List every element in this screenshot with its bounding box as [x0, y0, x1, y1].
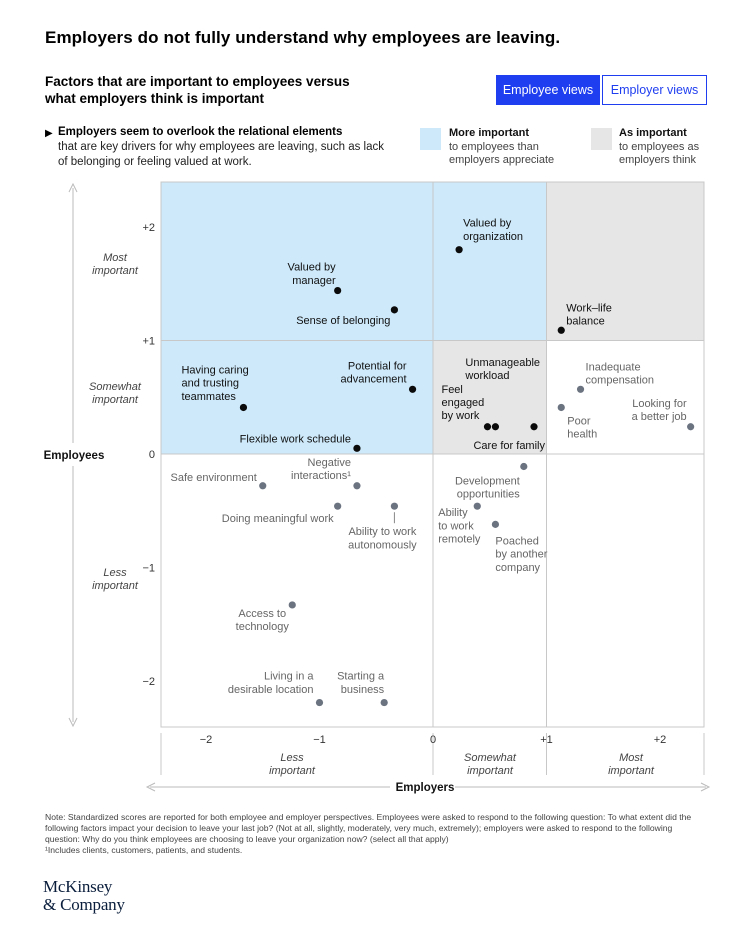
x-axis-arrow-right — [700, 782, 711, 792]
point-access-to-technology — [288, 601, 296, 609]
point-looking-for-a-better-job-label: Looking for a better job — [632, 398, 687, 423]
point-flexible-work-schedule-label: Flexible work schedule — [240, 433, 351, 445]
callout-text: that are key drivers for why employees a… — [58, 141, 384, 168]
chart-subtitle: Factors that are important to employees … — [45, 74, 350, 106]
y-category-label: Less important — [92, 567, 139, 592]
legend-more-important: More important to employees than employe… — [449, 127, 574, 168]
x-tick-label: +1 — [540, 734, 553, 746]
x-tick-label: −1 — [313, 734, 326, 746]
point-looking-for-a-better-job — [687, 423, 695, 431]
point-valued-by-manager-label: Valued by manager — [288, 262, 337, 287]
point-unmanageable-workload — [491, 423, 500, 431]
note-text: Note: Standardized scores are reported f… — [45, 812, 692, 844]
legend-as-important-title: As important — [619, 127, 687, 139]
point-flexible-work-schedule — [353, 444, 361, 452]
point-unmanageable-workload-label: Unmanageable workload — [464, 357, 540, 382]
point-development-opportunities-label: Development opportunities — [455, 475, 520, 500]
point-negative-interactions-label: Negative interactions¹ — [291, 457, 351, 482]
y-tick-label: −2 — [142, 676, 155, 688]
tab-employee-views[interactable]: Employee views — [496, 75, 600, 105]
y-tick-label: 0 — [149, 449, 155, 461]
legend-as-important: As important to employees as employers t… — [619, 127, 714, 168]
footnote-text: ¹Includes clients, customers, patients, … — [45, 845, 243, 855]
y-axis-arrow-up — [68, 182, 78, 193]
data-points — [239, 246, 695, 707]
point-feel-engaged-by-work — [483, 423, 492, 431]
point-safe-environment-label: Safe environment — [171, 472, 257, 484]
x-category-label: Less important — [269, 752, 316, 777]
x-tick-label: 0 — [430, 734, 436, 746]
y-tick-label: +2 — [142, 222, 155, 234]
mckinsey-logo: McKinsey & Company — [43, 878, 125, 914]
point-sense-of-belonging-label: Sense of belonging — [296, 315, 390, 327]
callout-lead: Employers seem to overlook the relationa… — [58, 126, 343, 138]
point-poor-health-label: Poor health — [567, 415, 597, 440]
y-axis-arrow-down — [68, 717, 78, 728]
point-starting-a-business — [380, 698, 388, 707]
logo-line-2: & Company — [43, 895, 125, 914]
point-valued-by-manager — [334, 286, 342, 295]
point-valued-by-organization — [455, 246, 463, 254]
y-tick-label: −1 — [142, 563, 155, 575]
point-doing-meaningful-work — [334, 502, 342, 510]
point-potential-for-advancement-label: Potential for advancement — [341, 360, 407, 385]
point-poached-by-another-company — [491, 520, 500, 528]
chart-note: Note: Standardized scores are reported f… — [45, 812, 705, 856]
point-access-to-technology-label: Access to technology — [236, 608, 290, 633]
point-ability-to-work-remotely-label: Ability to work remotely — [438, 507, 481, 545]
x-category-label: Somewhat important — [464, 752, 517, 777]
x-tick-label: −2 — [200, 734, 213, 746]
region-more-important-upper — [433, 182, 547, 341]
point-having-caring-and-trusting-teammates — [239, 403, 248, 412]
point-development-opportunities — [520, 462, 528, 471]
point-inadequate-compensation-label: Inadequate compensation — [586, 361, 655, 386]
y-category-label: Somewhat important — [89, 381, 142, 406]
y-category-label: Most important — [92, 252, 139, 277]
point-ability-to-work-autonomously — [390, 502, 399, 510]
point-having-caring-and-trusting-teammates-label: Having caring and trusting teammates — [181, 364, 248, 402]
page-title: Employers do not fully understand why em… — [45, 28, 561, 47]
point-care-for-family — [530, 423, 538, 431]
region-as-important-top — [546, 182, 704, 341]
point-living-in-a-desirable-location — [315, 698, 324, 707]
y-tick-label: +1 — [142, 336, 155, 348]
legend-as-important-text: to employees as employers think — [619, 140, 700, 167]
x-axis-title: Employers — [396, 782, 455, 794]
point-ability-to-work-remotely — [473, 502, 481, 510]
point-inadequate-compensation — [576, 385, 585, 393]
tab-employer-views[interactable]: Employer views — [602, 75, 707, 105]
point-care-for-family-label: Care for family — [473, 440, 545, 452]
point-work-life-balance-label: Work–life balance — [566, 302, 612, 327]
triangle-right-icon: ▶ — [45, 128, 53, 139]
legend-swatch-as-important — [591, 128, 612, 150]
point-doing-meaningful-work-label: Doing meaningful work — [222, 513, 334, 525]
logo-line-1: McKinsey — [43, 877, 113, 896]
x-category-label: Most important — [608, 752, 655, 777]
point-starting-a-business-label: Starting a business — [337, 671, 385, 696]
point-poached-by-another-company-label: Poached by another company — [495, 535, 547, 573]
x-axis-arrow-left — [145, 782, 156, 792]
point-sense-of-belonging — [390, 306, 399, 314]
point-negative-interactions — [353, 482, 361, 490]
legend-swatch-more-important — [420, 128, 441, 150]
point-work-life-balance — [557, 326, 565, 334]
point-living-in-a-desirable-location-label: Living in a desirable location — [228, 671, 314, 696]
point-valued-by-organization-label: Valued by organization — [463, 218, 523, 243]
point-ability-to-work-autonomously-label: Ability to work autonomously — [348, 526, 417, 551]
point-potential-for-advancement — [408, 385, 417, 393]
y-axis-title: Employees — [44, 450, 105, 462]
x-tick-label: +2 — [654, 734, 667, 746]
point-feel-engaged-by-work-label: Feel engaged by work — [441, 384, 484, 422]
point-safe-environment — [259, 482, 267, 490]
region-as-important-mid — [433, 340, 547, 454]
legend-more-important-text: to employees than employers appreciate — [449, 140, 555, 167]
legend-more-important-title: More important — [449, 127, 530, 139]
point-poor-health — [557, 403, 565, 412]
callout: ▶ Employers seem to overlook the relatio… — [45, 125, 385, 170]
